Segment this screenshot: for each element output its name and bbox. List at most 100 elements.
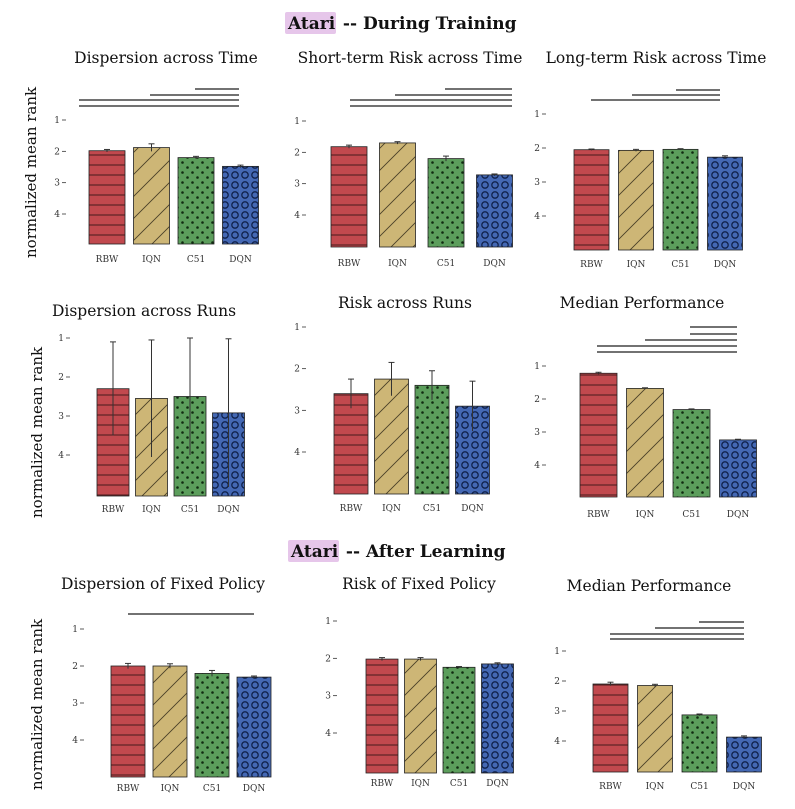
y-tick-label: 1	[534, 110, 540, 120]
y-tick-label: 2	[294, 365, 300, 375]
y-tick-label: 3	[325, 692, 331, 702]
y-tick-label: 3	[294, 180, 300, 190]
x-tick-label: C51	[437, 259, 455, 269]
x-tick-label: DQN	[714, 260, 737, 270]
chart-panel: Long-term Risk across Time 1 2 3 4 RBW IQN C51 D…	[534, 49, 766, 270]
y-tick-label: 2	[534, 144, 540, 154]
y-tick-label: 1	[72, 625, 78, 635]
y-tick-label: 3	[294, 406, 300, 416]
x-tick-label: IQN	[636, 510, 655, 520]
x-tick-label: RBW	[371, 779, 394, 789]
bar-dqn	[726, 736, 762, 773]
bar-rbw	[573, 149, 610, 251]
y-tick-label: 1	[554, 647, 560, 657]
bar-dqn	[222, 165, 259, 245]
x-tick-label: C51	[690, 782, 708, 792]
x-tick-label: C51	[181, 505, 199, 515]
y-tick-label: 1	[294, 117, 300, 127]
y-axis-label: normalized mean rank	[28, 618, 46, 790]
x-tick-label: IQN	[411, 779, 430, 789]
bar-iqn	[374, 378, 409, 495]
y-tick-label: 4	[58, 451, 64, 461]
bar-c51	[194, 673, 230, 778]
bar-c51	[681, 714, 718, 773]
chart-title: Long-term Risk across Time	[546, 49, 767, 67]
chart-panel: Median Performance 1 2 3 4 RBW IQN C51 DQN	[534, 294, 757, 520]
x-tick-label: C51	[682, 510, 700, 520]
y-tick-label: 1	[54, 116, 60, 126]
chart-panel: Dispersion across Runs 1 2 3 4 RBW IQN C51 DQN	[52, 302, 245, 515]
x-tick-label: RBW	[117, 784, 140, 794]
bar-rbw	[579, 372, 618, 498]
y-tick-label: 3	[534, 428, 540, 438]
bar-rbw	[330, 146, 368, 248]
bar-c51	[427, 158, 465, 248]
x-tick-label: IQN	[142, 505, 161, 515]
x-tick-label: DQN	[727, 510, 750, 520]
bar-iqn	[379, 142, 416, 248]
bar-dqn	[481, 663, 514, 774]
y-tick-label: 2	[294, 148, 300, 158]
bar-c51	[442, 666, 476, 774]
chart-title: Median Performance	[567, 577, 732, 595]
y-tick-label: 4	[294, 211, 300, 221]
section-title-highlight-text: Atari	[290, 542, 339, 562]
y-tick-label: 1	[294, 323, 300, 333]
x-tick-label: C51	[423, 504, 441, 514]
chart-title: Dispersion of Fixed Policy	[61, 575, 265, 593]
chart-title: Short-term Risk across Time	[298, 49, 523, 67]
bar-dqn	[236, 676, 272, 778]
y-tick-label: 4	[534, 212, 540, 222]
section-title-rest: -- During Training	[337, 14, 517, 34]
bar-rbw	[88, 150, 126, 245]
x-tick-label: DQN	[486, 779, 509, 789]
x-tick-label: IQN	[142, 255, 161, 265]
x-tick-label: IQN	[388, 259, 407, 269]
bar-iqn	[133, 147, 170, 245]
bar-c51	[662, 148, 699, 251]
y-tick-label: 3	[58, 412, 64, 422]
x-tick-label: IQN	[646, 782, 665, 792]
bar-rbw	[110, 665, 146, 778]
y-tick-label: 4	[54, 210, 60, 220]
y-tick-label: 4	[294, 448, 300, 458]
bar-rbw	[333, 393, 369, 495]
chart-title: Risk across Runs	[338, 294, 472, 312]
chart-panel: Risk of Fixed Policy 1 2 3 4 RBW IQN C51 DQN	[325, 575, 514, 789]
y-tick-label: 3	[72, 699, 78, 709]
bar-rbw	[365, 658, 399, 774]
bar-iqn	[404, 658, 437, 774]
x-tick-label: RBW	[338, 259, 361, 269]
x-tick-label: C51	[203, 784, 221, 794]
y-tick-label: 3	[534, 178, 540, 188]
section-title-highlight	[288, 540, 339, 562]
x-tick-label: DQN	[483, 259, 506, 269]
bar-c51	[414, 384, 450, 495]
x-tick-label: RBW	[580, 260, 603, 270]
y-tick-label: 2	[54, 147, 60, 157]
chart-panel: Dispersion of Fixed Policy 1 2 3 4 RBW IQN C51 D…	[61, 575, 272, 794]
x-tick-label: IQN	[627, 260, 646, 270]
chart-title: Risk of Fixed Policy	[342, 575, 496, 593]
x-tick-label: RBW	[587, 510, 610, 520]
y-tick-label: 4	[72, 736, 78, 746]
bar-iqn	[626, 388, 664, 498]
x-tick-label: C51	[187, 255, 205, 265]
x-tick-label: DQN	[461, 504, 484, 514]
chart-title: Dispersion across Time	[74, 49, 258, 67]
section-title-rest: -- After Learning	[340, 542, 506, 562]
y-tick-label: 4	[554, 737, 560, 747]
chart-panel: Short-term Risk across Time 1 2 3 4 RBW IQN C51…	[294, 49, 522, 269]
bar-c51	[672, 409, 711, 498]
bar-dqn	[476, 174, 513, 248]
x-tick-label: RBW	[340, 504, 363, 514]
y-tick-label: 1	[534, 362, 540, 372]
y-axis-label: normalized mean rank	[28, 346, 46, 518]
x-tick-label: DQN	[733, 782, 756, 792]
y-tick-label: 3	[554, 707, 560, 717]
y-tick-label: 4	[534, 461, 540, 471]
x-tick-label: RBW	[102, 505, 125, 515]
x-tick-label: C51	[671, 260, 689, 270]
bar-rbw	[592, 683, 629, 773]
